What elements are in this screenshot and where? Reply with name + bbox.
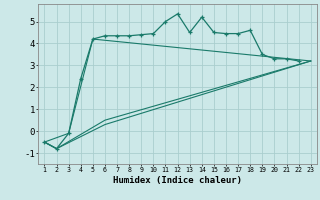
X-axis label: Humidex (Indice chaleur): Humidex (Indice chaleur) bbox=[113, 176, 242, 185]
